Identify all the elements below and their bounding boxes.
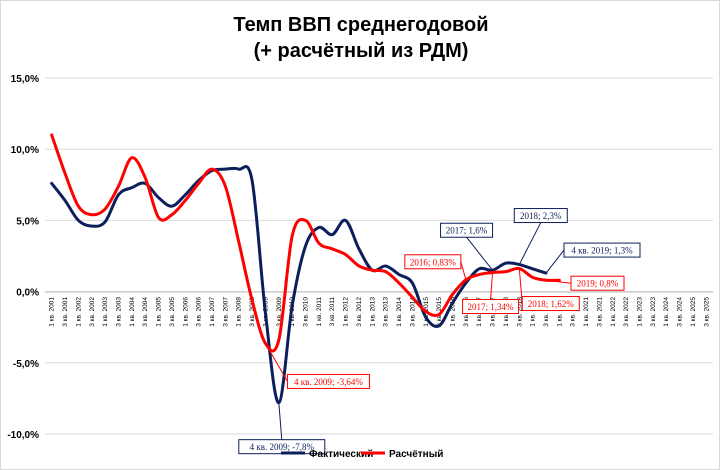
x-tick-label: 1 кв. 2019 (530, 297, 537, 327)
callout-box (404, 254, 462, 270)
data-callout: 2018; 2,3% (513, 208, 568, 265)
x-tick-label: 3 кв. 2020 (570, 297, 577, 327)
data-callout: 2018; 1,62% (518, 268, 580, 312)
x-tick-label: 3 кв. 2013 (383, 297, 390, 327)
callout-leader (460, 261, 467, 280)
callout-label: 2018; 1,62% (528, 299, 575, 309)
chart-title-line-1: Темп ВВП среднегодовой (233, 14, 488, 36)
chart-title-line-2: (+ расчётный из РДМ) (254, 40, 469, 62)
callout-box (462, 299, 520, 315)
x-tick-label: 3 кв. 2024 (677, 297, 684, 327)
x-tick-label: 3 кв. 2008 (249, 297, 256, 327)
x-tick-label: 3 кв. 2007 (222, 297, 229, 327)
x-tick-label: 1 кв. 2014 (396, 297, 403, 327)
x-tick-label: 1 кв. 2023 (637, 297, 644, 327)
x-tick-label: 3 кв. 2002 (89, 297, 96, 327)
x-tick-label: 1 кв. 2008 (236, 297, 243, 327)
callout-box (563, 242, 641, 258)
callout-leader (518, 222, 542, 265)
y-tick-label: -10,0% (7, 430, 39, 441)
x-tick-label: 3 кв. 2003 (115, 297, 122, 327)
callout-label: 4 кв. 2019; 1,3% (571, 246, 633, 256)
x-tick-label: 3 кв. 2023 (650, 297, 657, 327)
callout-leader (278, 402, 283, 440)
callout-leader (265, 343, 288, 382)
x-tick-label: 3 кв. 2014 (409, 297, 416, 327)
callout-box (440, 222, 494, 238)
callout-label: 4 кв. 2009; -7,8% (250, 442, 315, 452)
data-callout: 2017; 1,6% (440, 222, 494, 271)
callout-box (513, 208, 568, 224)
x-tick-label: 3 кв. 2019 (543, 297, 550, 327)
x-tick-label: 1 кв. 2007 (209, 297, 216, 327)
data-callout: 4 кв. 2009; -3,64% (265, 343, 370, 389)
x-tick-label: 3 кв. 2011 (329, 297, 336, 327)
x-tick-label: 1 кв. 2025 (690, 297, 697, 327)
callout-label: 2019; 0,8% (577, 279, 619, 289)
data-callout: 2017; 1,34% (462, 272, 520, 315)
callout-leader (545, 279, 572, 284)
y-tick-label: 5,0% (16, 216, 39, 227)
x-tick-label: 1 кв. 2001 (49, 297, 56, 327)
y-tick-label: 15,0% (11, 74, 39, 85)
x-tick-label: 3 кв. 2012 (356, 297, 363, 327)
x-tick-label: 1 кв. 2020 (556, 297, 563, 327)
x-tick-label: 1 кв. 2013 (369, 297, 376, 327)
x-tick-label: 1 кв. 2003 (102, 297, 109, 327)
data-callout: 2016; 0,83% (404, 254, 467, 280)
y-tick-label: 10,0% (11, 145, 39, 156)
callout-label: 2016; 0,83% (410, 257, 457, 267)
legend-label: Расчётный (389, 449, 443, 460)
x-tick-label: 3 кв. 2021 (596, 297, 603, 327)
callout-label: 2017; 1,34% (468, 302, 515, 312)
x-tick-label: 1 кв. 2011 (316, 297, 323, 327)
x-tick-label: 3 кв. 2009 (276, 297, 283, 327)
callout-label: 2018; 2,3% (520, 211, 562, 221)
legend-label: Фактический (309, 449, 373, 460)
x-tick-label: 3 кв. 2015 (436, 297, 443, 327)
x-tick-label: 1 кв. 2021 (583, 297, 590, 327)
y-tick-label: -5,0% (13, 359, 39, 370)
data-callout: 4 кв. 2009; -7,8% (238, 402, 326, 455)
x-tick-label: 1 кв. 2004 (129, 297, 136, 327)
callout-box (521, 296, 580, 312)
callout-leader (466, 236, 493, 271)
x-tick-label: 1 кв. 2005 (156, 297, 163, 327)
x-tick-label: 3 кв. 2018 (516, 297, 523, 327)
callout-box (570, 275, 625, 291)
x-tick-label: 1 кв. 2002 (75, 297, 82, 327)
callout-label: 2017; 1,6% (446, 226, 488, 236)
x-tick-label: 3 кв. 2001 (62, 297, 69, 327)
y-tick-label: 0,0% (16, 288, 39, 299)
callout-leader (490, 272, 494, 300)
x-tick-label: 1 кв. 2006 (182, 297, 189, 327)
x-tick-label: 3 кв. 2006 (196, 297, 203, 327)
x-tick-label: 3 кв. 2010 (303, 297, 310, 327)
x-tick-label: 1 кв. 2022 (610, 297, 617, 327)
series-line-1 (50, 165, 548, 405)
x-tick-label: 1 кв. 2024 (663, 297, 670, 327)
x-tick-label: 3 кв. 2025 (703, 297, 710, 327)
callout-label: 4 кв. 2009; -3,64% (294, 377, 363, 387)
x-tick-label: 3 кв. 2004 (142, 297, 149, 327)
x-tick-label: 3 кв. 2005 (169, 297, 176, 327)
callout-leader (545, 249, 565, 274)
data-callout: 4 кв. 2019; 1,3% (545, 242, 641, 274)
x-tick-label: 1 кв. 2012 (343, 297, 350, 327)
x-tick-label: 1 кв. 2016 (449, 297, 456, 327)
legend: Фактический Расчётный (281, 449, 443, 460)
x-tick-label: 3 кв. 2022 (623, 297, 630, 327)
series-line-2 (50, 133, 561, 353)
callout-box (286, 373, 370, 389)
data-callout: 2019; 0,8% (545, 275, 625, 291)
